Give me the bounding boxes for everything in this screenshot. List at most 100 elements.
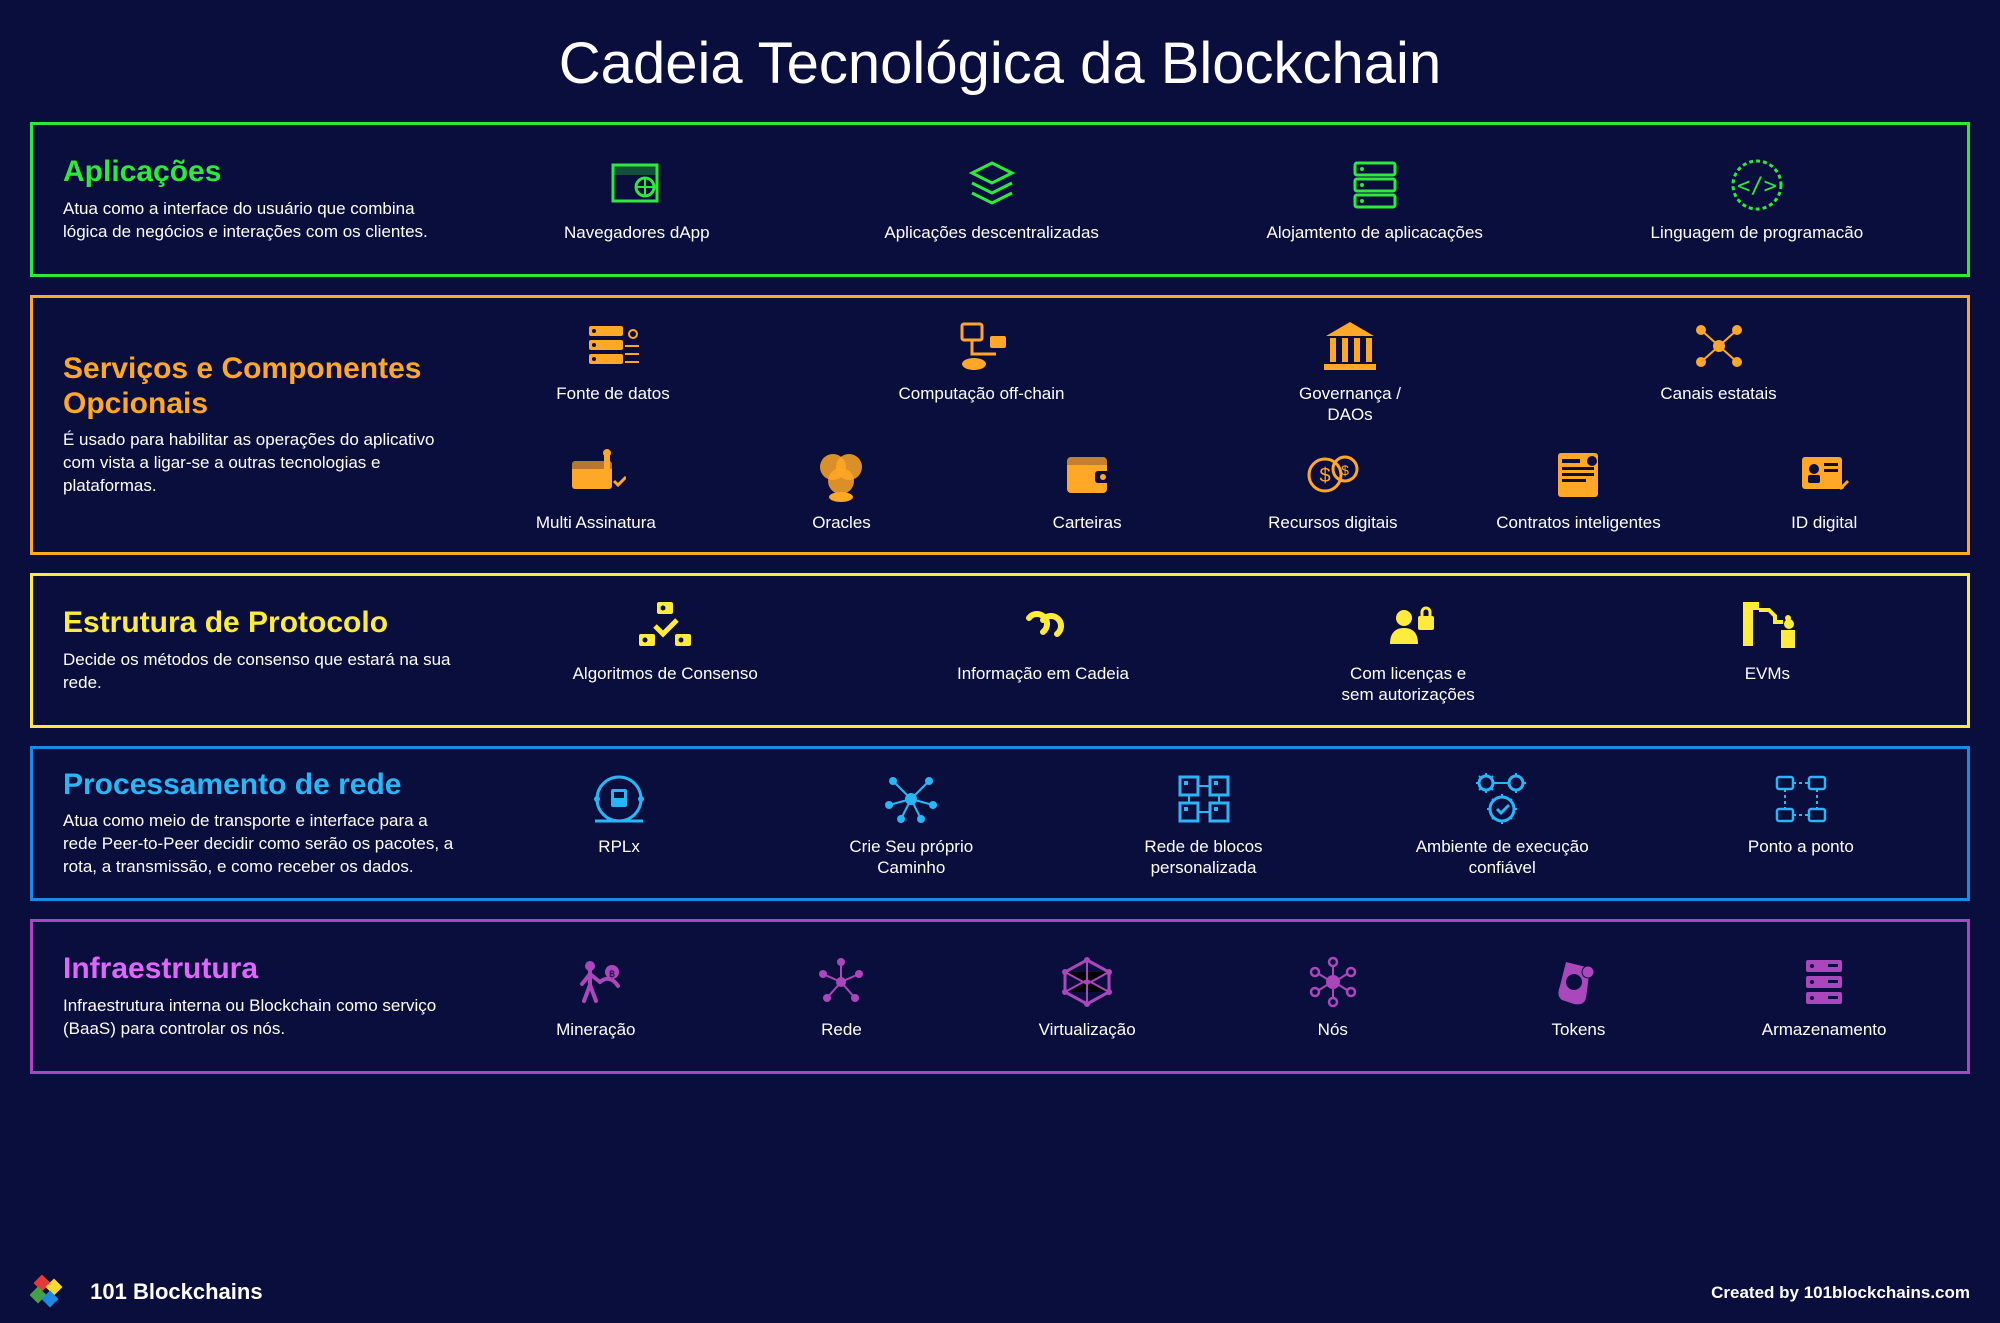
item-label: Computação off-chain bbox=[898, 384, 1064, 404]
layer-header: Infraestrutura Infraestrutura interna ou … bbox=[63, 952, 483, 1040]
main-title: Cadeia Tecnológica da Blockchain bbox=[30, 30, 1970, 97]
layer-items: Navegadores dApp Aplicações descentraliza… bbox=[483, 155, 1937, 243]
item-label: Algoritmos de Consenso bbox=[573, 664, 758, 684]
item-infra-0: ฿ Mineração bbox=[516, 952, 676, 1040]
item-label: Linguagem de programacão bbox=[1651, 223, 1864, 243]
item-protocolo-1: Informação em Cadeia bbox=[957, 596, 1129, 684]
item-servicos-5: Oracles bbox=[729, 445, 955, 533]
layer-items: Algoritmos de Consenso Informação em Cade… bbox=[483, 596, 1937, 705]
layer-items: Fonte de datosComputação off-chainGovern… bbox=[483, 316, 1937, 533]
item-label: Informação em Cadeia bbox=[957, 664, 1129, 684]
blocknet-icon bbox=[1174, 769, 1234, 829]
digitalid-icon bbox=[1794, 445, 1854, 505]
item-rede-1: Crie Seu próprio Caminho bbox=[831, 769, 991, 878]
item-label: Rede de blocos personalizada bbox=[1144, 837, 1262, 878]
item-servicos-8: Contratos inteligentes bbox=[1466, 445, 1692, 533]
trusted-icon bbox=[1472, 769, 1532, 829]
item-label: Crie Seu próprio Caminho bbox=[849, 837, 973, 878]
consensus-icon bbox=[635, 596, 695, 656]
item-protocolo-2: Com licenças e sem autorizações bbox=[1328, 596, 1488, 705]
item-servicos-1: Computação off-chain bbox=[852, 316, 1112, 404]
item-protocolo-0: Algoritmos de Consenso bbox=[573, 596, 758, 684]
item-label: Oracles bbox=[812, 513, 871, 533]
layer-items: ฿ Mineração Rede Virtualização Nós Tokens Arma… bbox=[483, 952, 1937, 1040]
layer-header: Processamento de rede Atua como meio de t… bbox=[63, 768, 483, 879]
item-label: Tokens bbox=[1552, 1020, 1606, 1040]
layer-header: Serviços e Componentes OpcionaisÉ usado … bbox=[63, 352, 483, 498]
item-label: Multi Assinatura bbox=[536, 513, 656, 533]
svg-text:$: $ bbox=[1319, 465, 1330, 487]
layers-container: AplicaçõesAtua como a interface do usuár… bbox=[30, 122, 1970, 1074]
svg-text:</>: </> bbox=[1737, 174, 1777, 199]
layer-infra: Infraestrutura Infraestrutura interna ou … bbox=[30, 919, 1970, 1074]
channels-icon bbox=[1689, 316, 1749, 376]
governance-icon bbox=[1320, 316, 1380, 376]
stack-icon bbox=[962, 155, 1022, 215]
layer-title: Estrutura de Protocolo bbox=[63, 606, 463, 641]
item-label: RPLx bbox=[598, 837, 640, 857]
item-label: ID digital bbox=[1791, 513, 1857, 533]
datasource-icon bbox=[583, 316, 643, 376]
rplx-icon bbox=[589, 769, 649, 829]
layer-description: Infraestrutura interna ou Blockchain com… bbox=[63, 995, 463, 1041]
code-icon: </> bbox=[1727, 155, 1787, 215]
item-label: Ambiente de execução confiável bbox=[1416, 837, 1589, 878]
layer-protocolo: Estrutura de Protocolo Decide os métodos … bbox=[30, 573, 1970, 728]
item-label: Aplicações descentralizadas bbox=[884, 223, 1099, 243]
layer-aplicacoes: AplicaçõesAtua como a interface do usuár… bbox=[30, 122, 1970, 277]
server-icon bbox=[1345, 155, 1405, 215]
svg-text:$: $ bbox=[1341, 462, 1349, 478]
item-servicos-9: ID digital bbox=[1711, 445, 1937, 533]
item-label: Virtualização bbox=[1039, 1020, 1136, 1040]
item-label: Navegadores dApp bbox=[564, 223, 710, 243]
layer-title: Infraestrutura bbox=[63, 952, 463, 987]
item-servicos-6: Carteiras bbox=[974, 445, 1200, 533]
item-label: Contratos inteligentes bbox=[1496, 513, 1660, 533]
item-infra-1: Rede bbox=[761, 952, 921, 1040]
item-label: Armazenamento bbox=[1762, 1020, 1887, 1040]
storage-icon bbox=[1794, 952, 1854, 1012]
item-label: Alojamtento de aplicacações bbox=[1267, 223, 1483, 243]
oracles-icon bbox=[811, 445, 871, 505]
item-infra-4: Tokens bbox=[1498, 952, 1658, 1040]
logo-icon bbox=[30, 1275, 76, 1311]
virtual-icon bbox=[1057, 952, 1117, 1012]
item-aplicacoes-3: </> Linguagem de programacão bbox=[1651, 155, 1864, 243]
assets-icon: $$ bbox=[1303, 445, 1363, 505]
layer-description: Decide os métodos de consenso que estará… bbox=[63, 649, 463, 695]
layer-title: Processamento de rede bbox=[63, 768, 463, 803]
layer-description: Atua como a interface do usuário que com… bbox=[63, 198, 463, 244]
item-infra-2: Virtualização bbox=[1007, 952, 1167, 1040]
item-rede-0: RPLx bbox=[539, 769, 699, 857]
item-label: Carteiras bbox=[1053, 513, 1122, 533]
footer: 101 Blockchains Created by 101blockchain… bbox=[30, 1275, 1970, 1311]
item-label: Recursos digitais bbox=[1268, 513, 1397, 533]
layer-rede: Processamento de rede Atua como meio de t… bbox=[30, 746, 1970, 901]
item-infra-5: Armazenamento bbox=[1744, 952, 1904, 1040]
item-infra-3: Nós bbox=[1253, 952, 1413, 1040]
offchain-icon bbox=[952, 316, 1012, 376]
item-servicos-7: $$Recursos digitais bbox=[1220, 445, 1446, 533]
evm-icon bbox=[1737, 596, 1797, 656]
mining-icon: ฿ bbox=[566, 952, 626, 1012]
brand-text: 101 Blockchains bbox=[90, 1279, 262, 1304]
item-aplicacoes-1: Aplicações descentralizadas bbox=[884, 155, 1099, 243]
item-rede-4: Ponto a ponto bbox=[1721, 769, 1881, 857]
item-label: Fonte de datos bbox=[556, 384, 669, 404]
footer-brand: 101 Blockchains bbox=[30, 1275, 263, 1311]
item-label: Nós bbox=[1318, 1020, 1348, 1040]
layer-servicos: Serviços e Componentes OpcionaisÉ usado … bbox=[30, 295, 1970, 555]
item-protocolo-3: EVMs bbox=[1687, 596, 1847, 684]
item-servicos-4: Multi Assinatura bbox=[483, 445, 709, 533]
item-label: Mineração bbox=[556, 1020, 635, 1040]
item-aplicacoes-2: Alojamtento de aplicacações bbox=[1267, 155, 1483, 243]
item-label: Ponto a ponto bbox=[1748, 837, 1854, 857]
item-label: Canais estatais bbox=[1660, 384, 1776, 404]
p2p-icon bbox=[1771, 769, 1831, 829]
browser-icon bbox=[607, 155, 667, 215]
layer-items: RPLx Crie Seu próprio Caminho Rede de bloc… bbox=[483, 769, 1937, 878]
item-aplicacoes-0: Navegadores dApp bbox=[557, 155, 717, 243]
multisig-icon bbox=[566, 445, 626, 505]
item-rede-3: Ambiente de execução confiável bbox=[1416, 769, 1589, 878]
layer-description: Atua como meio de transporte e interface… bbox=[63, 810, 463, 879]
